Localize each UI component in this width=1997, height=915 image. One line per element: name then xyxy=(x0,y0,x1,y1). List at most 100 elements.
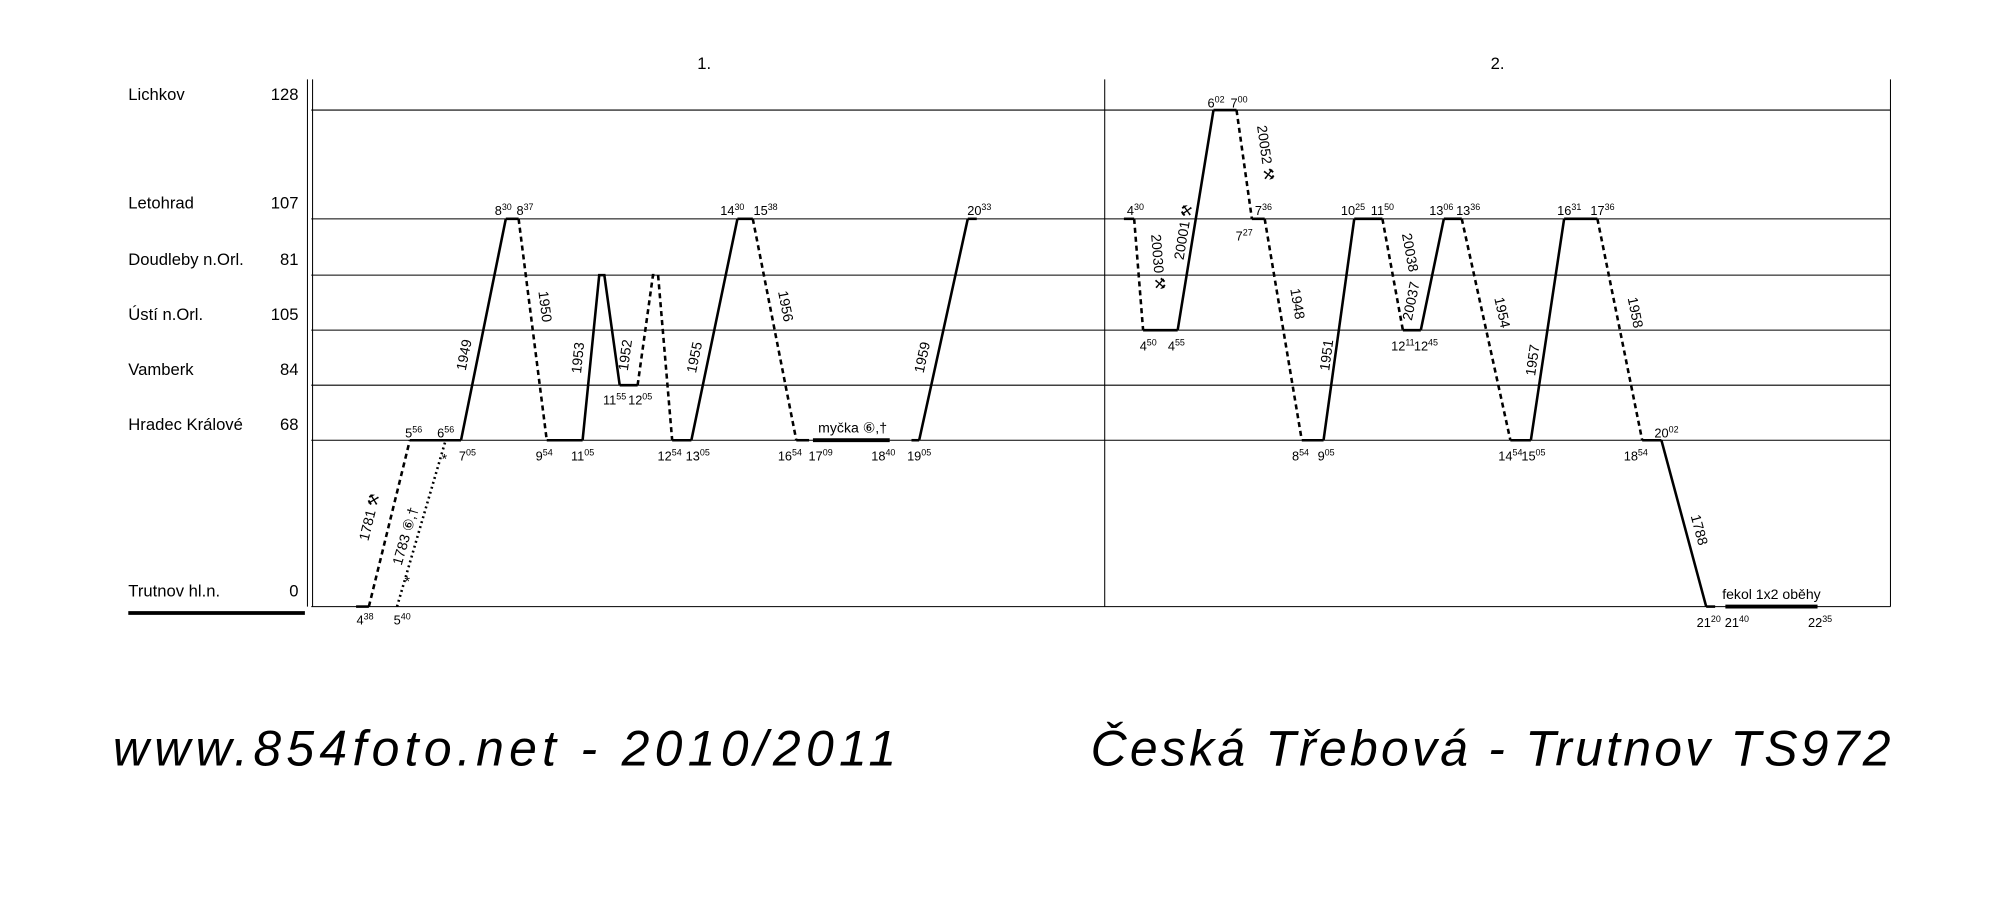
time-hour: 18 xyxy=(1624,449,1638,464)
time-hour: 11 xyxy=(603,392,616,407)
time-label: 705 xyxy=(459,448,476,464)
time-label: 2235 xyxy=(1808,614,1832,630)
time-minute: 36 xyxy=(1262,202,1272,212)
time-minute: 36 xyxy=(1470,202,1480,212)
marker: * xyxy=(405,573,411,589)
footer-right: Česká Třebová - Trutnov TS972 xyxy=(1091,720,1891,776)
time-label: 830 xyxy=(495,202,512,218)
time-label: 1631 xyxy=(1557,202,1581,218)
time-hour: 10 xyxy=(1341,203,1355,218)
time-label: 1306 xyxy=(1429,202,1453,218)
station-name: Lichkov xyxy=(128,85,185,104)
time-minute: 06 xyxy=(1443,202,1453,212)
time-minute: 30 xyxy=(1134,202,1144,212)
time-minute: 54 xyxy=(672,448,682,458)
time-minute: 54 xyxy=(1513,448,1523,458)
train-run xyxy=(917,218,970,441)
train-run xyxy=(1235,109,1254,220)
station-number: 84 xyxy=(280,360,298,379)
time-hour: 8 xyxy=(495,203,502,218)
time-label: 656 xyxy=(437,425,454,441)
marker: * xyxy=(442,450,448,466)
station-number: 107 xyxy=(271,194,299,213)
time-hour: 12 xyxy=(658,449,672,464)
train-number: 20037 xyxy=(1399,280,1423,322)
time-minute: 25 xyxy=(1355,202,1365,212)
day-label: 2. xyxy=(1491,54,1505,73)
station-name: Vamberk xyxy=(128,360,194,379)
train-run xyxy=(459,218,508,441)
time-minute: 56 xyxy=(444,425,454,435)
time-hour: 12 xyxy=(1391,339,1405,354)
time-label: 1709 xyxy=(809,448,833,464)
station-number: 0 xyxy=(289,581,298,600)
time-hour: 20 xyxy=(1654,426,1668,441)
time-minute: 40 xyxy=(401,611,411,621)
time-label: 837 xyxy=(516,202,533,218)
time-label: 540 xyxy=(394,611,411,627)
train-run xyxy=(751,218,798,441)
time-hour: 18 xyxy=(871,449,885,464)
station-name: Hradec Králové xyxy=(128,415,243,434)
station-name: Trutnov hl.n. xyxy=(128,581,220,600)
time-hour: 11 xyxy=(1371,203,1384,218)
train-run xyxy=(517,218,549,441)
time-label: 854 xyxy=(1292,448,1309,464)
time-minute: 02 xyxy=(1669,425,1679,435)
train-number: 1948 xyxy=(1287,287,1308,321)
train-number: 20052 ⚒ xyxy=(1254,124,1278,181)
time-hour: 13 xyxy=(1429,203,1443,218)
time-hour: 6 xyxy=(437,426,444,441)
time-label: 905 xyxy=(1318,448,1335,464)
station-name: Letohrad xyxy=(128,194,194,213)
time-minute: 54 xyxy=(1299,448,1309,458)
time-minute: 40 xyxy=(1739,614,1749,624)
train-number: 1788 xyxy=(1688,513,1712,548)
time-label: 1105 xyxy=(571,448,594,464)
time-hour: 6 xyxy=(1208,95,1215,110)
time-minute: 05 xyxy=(642,391,652,401)
time-label: 2120 xyxy=(1697,614,1721,630)
time-minute: 54 xyxy=(543,448,553,458)
time-minute: 20 xyxy=(1711,614,1721,624)
time-hour: 13 xyxy=(686,449,700,464)
time-hour: 15 xyxy=(1521,449,1535,464)
time-minute: 05 xyxy=(584,448,594,458)
time-hour: 17 xyxy=(1590,203,1604,218)
station-number: 128 xyxy=(271,85,299,104)
train-run xyxy=(1460,218,1512,441)
time-label: 736 xyxy=(1255,202,1272,218)
train-run xyxy=(1381,218,1405,331)
time-hour: 20 xyxy=(967,203,981,218)
train-run xyxy=(367,439,412,607)
time-hour: 9 xyxy=(1318,449,1325,464)
time-hour: 8 xyxy=(516,203,523,218)
train-run xyxy=(395,439,447,607)
time-hour: 21 xyxy=(1697,615,1711,630)
time-minute: 05 xyxy=(921,448,931,458)
time-minute: 55 xyxy=(1175,338,1185,348)
train-run xyxy=(581,273,621,441)
time-hour: 17 xyxy=(809,449,823,464)
time-minute: 55 xyxy=(616,391,626,401)
time-minute: 30 xyxy=(502,202,512,212)
time-label: 1155 xyxy=(603,391,626,407)
train-run xyxy=(1322,218,1356,441)
note: fekol 1x2 oběhy xyxy=(1722,586,1821,602)
train-run xyxy=(1419,218,1446,331)
train-number: 1953 xyxy=(568,341,587,374)
time-label: 700 xyxy=(1231,94,1248,110)
train-number: 1958 xyxy=(1625,296,1647,330)
time-hour: 14 xyxy=(1498,449,1512,464)
time-label: 954 xyxy=(536,448,553,464)
train-number: 1952 xyxy=(615,338,635,371)
time-minute: 27 xyxy=(1243,227,1253,237)
time-hour: 21 xyxy=(1725,615,1739,630)
train-run xyxy=(636,273,674,441)
time-minute: 09 xyxy=(823,448,833,458)
time-minute: 38 xyxy=(364,611,374,621)
time-label: 1538 xyxy=(754,202,778,218)
time-minute: 38 xyxy=(768,202,778,212)
train-run xyxy=(1660,439,1708,607)
time-label: 1736 xyxy=(1590,202,1614,218)
